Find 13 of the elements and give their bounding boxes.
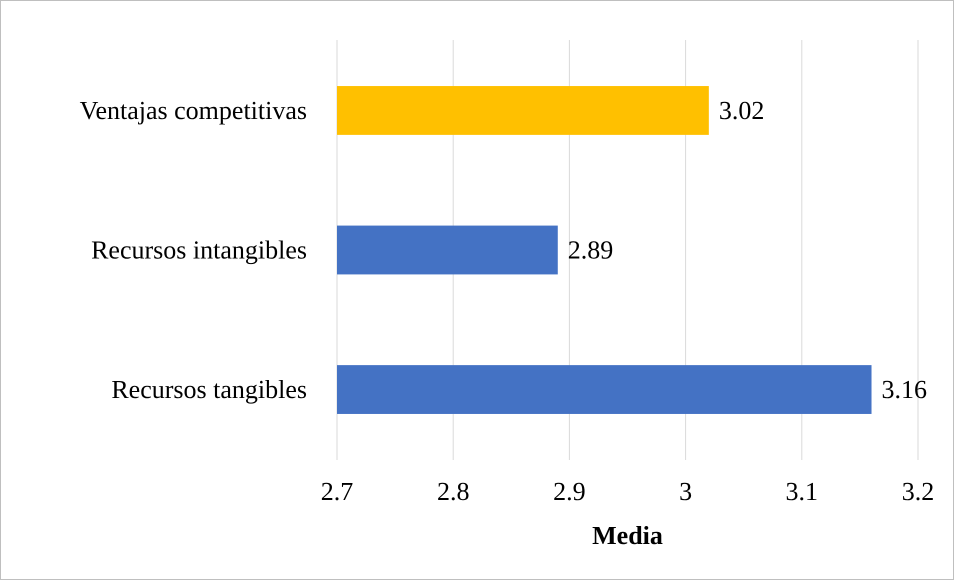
x-tick-label: 3 (679, 477, 692, 506)
x-tick-label: 2.8 (436, 477, 470, 506)
x-tick-label: 2.7 (320, 477, 354, 506)
x-tick-label: 3.2 (902, 477, 934, 506)
data-label: 3.02 (718, 96, 764, 125)
y-tick-label: Recursos intangibles (91, 236, 307, 264)
x-tick-label: 2.9 (553, 477, 586, 506)
data-label: 3.16 (882, 375, 928, 404)
x-axis-title: Media (592, 521, 663, 550)
y-tick-label: Ventajas competitivas (80, 96, 307, 125)
x-tick-label: 3.1 (786, 477, 818, 506)
data-label: 2.89 (568, 236, 614, 264)
y-tick-label: Recursos tangibles (111, 375, 307, 404)
